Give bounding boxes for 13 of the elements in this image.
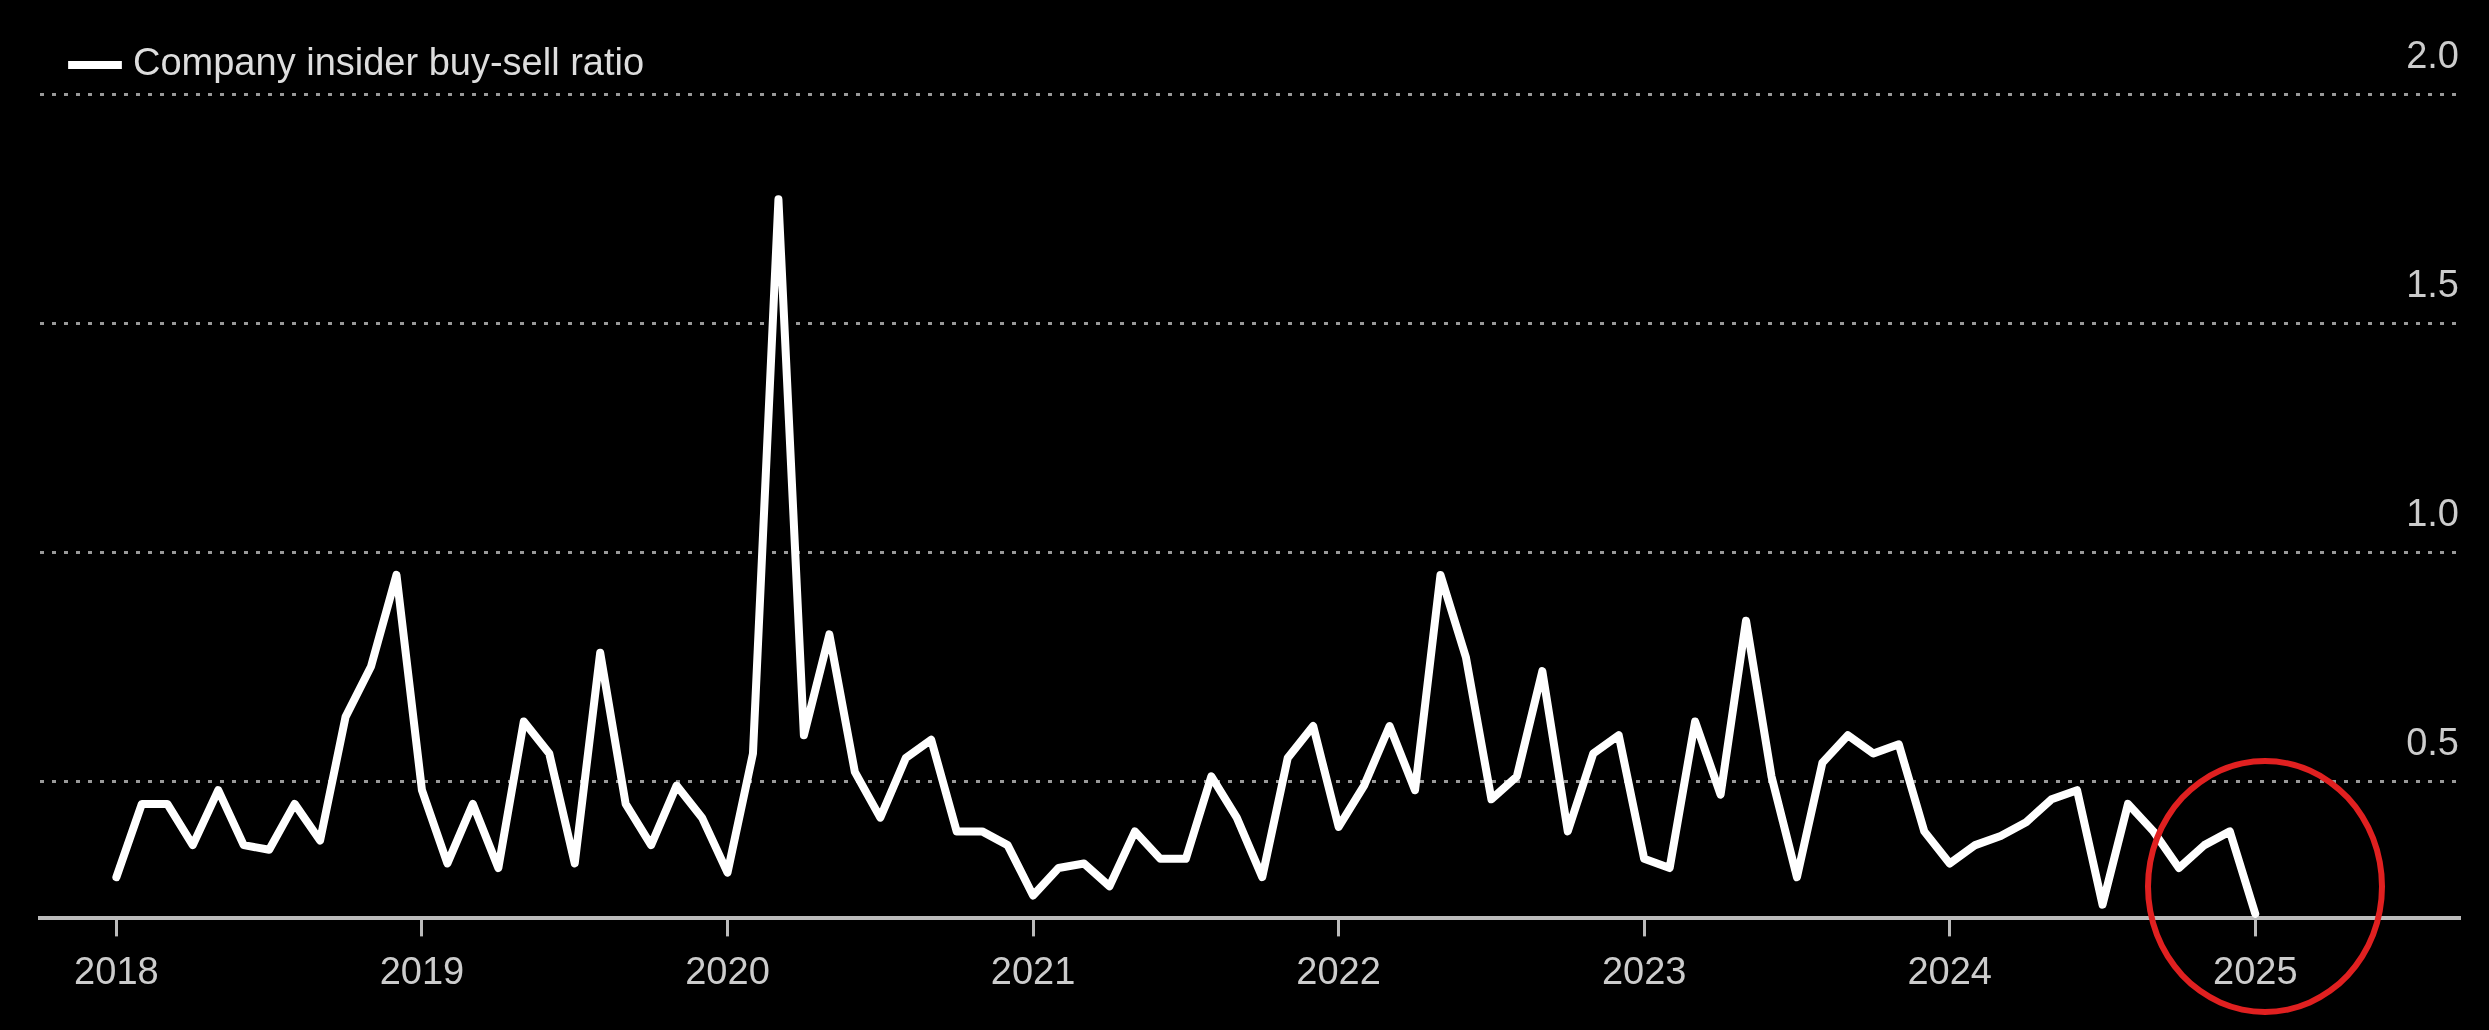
- x-tick-label: 2019: [379, 949, 465, 992]
- legend-label: Company insider buy-sell ratio: [133, 41, 645, 84]
- x-tick-label: 2024: [1907, 949, 1993, 992]
- x-tick-label: 2022: [1296, 949, 1381, 992]
- y-tick-label: 0.5: [2406, 721, 2459, 764]
- x-tick-label: 2023: [1601, 949, 1687, 992]
- y-tick-label: 1.0: [2406, 492, 2459, 535]
- y-tick-label: 1.5: [2406, 263, 2459, 306]
- x-tick-label: 2021: [990, 949, 1076, 992]
- x-tick-label: 2018: [74, 949, 159, 992]
- y-tick-label: 2.0: [2406, 34, 2459, 77]
- x-tick-label: 2020: [685, 949, 770, 992]
- x-tick-label: 2025: [2213, 949, 2298, 992]
